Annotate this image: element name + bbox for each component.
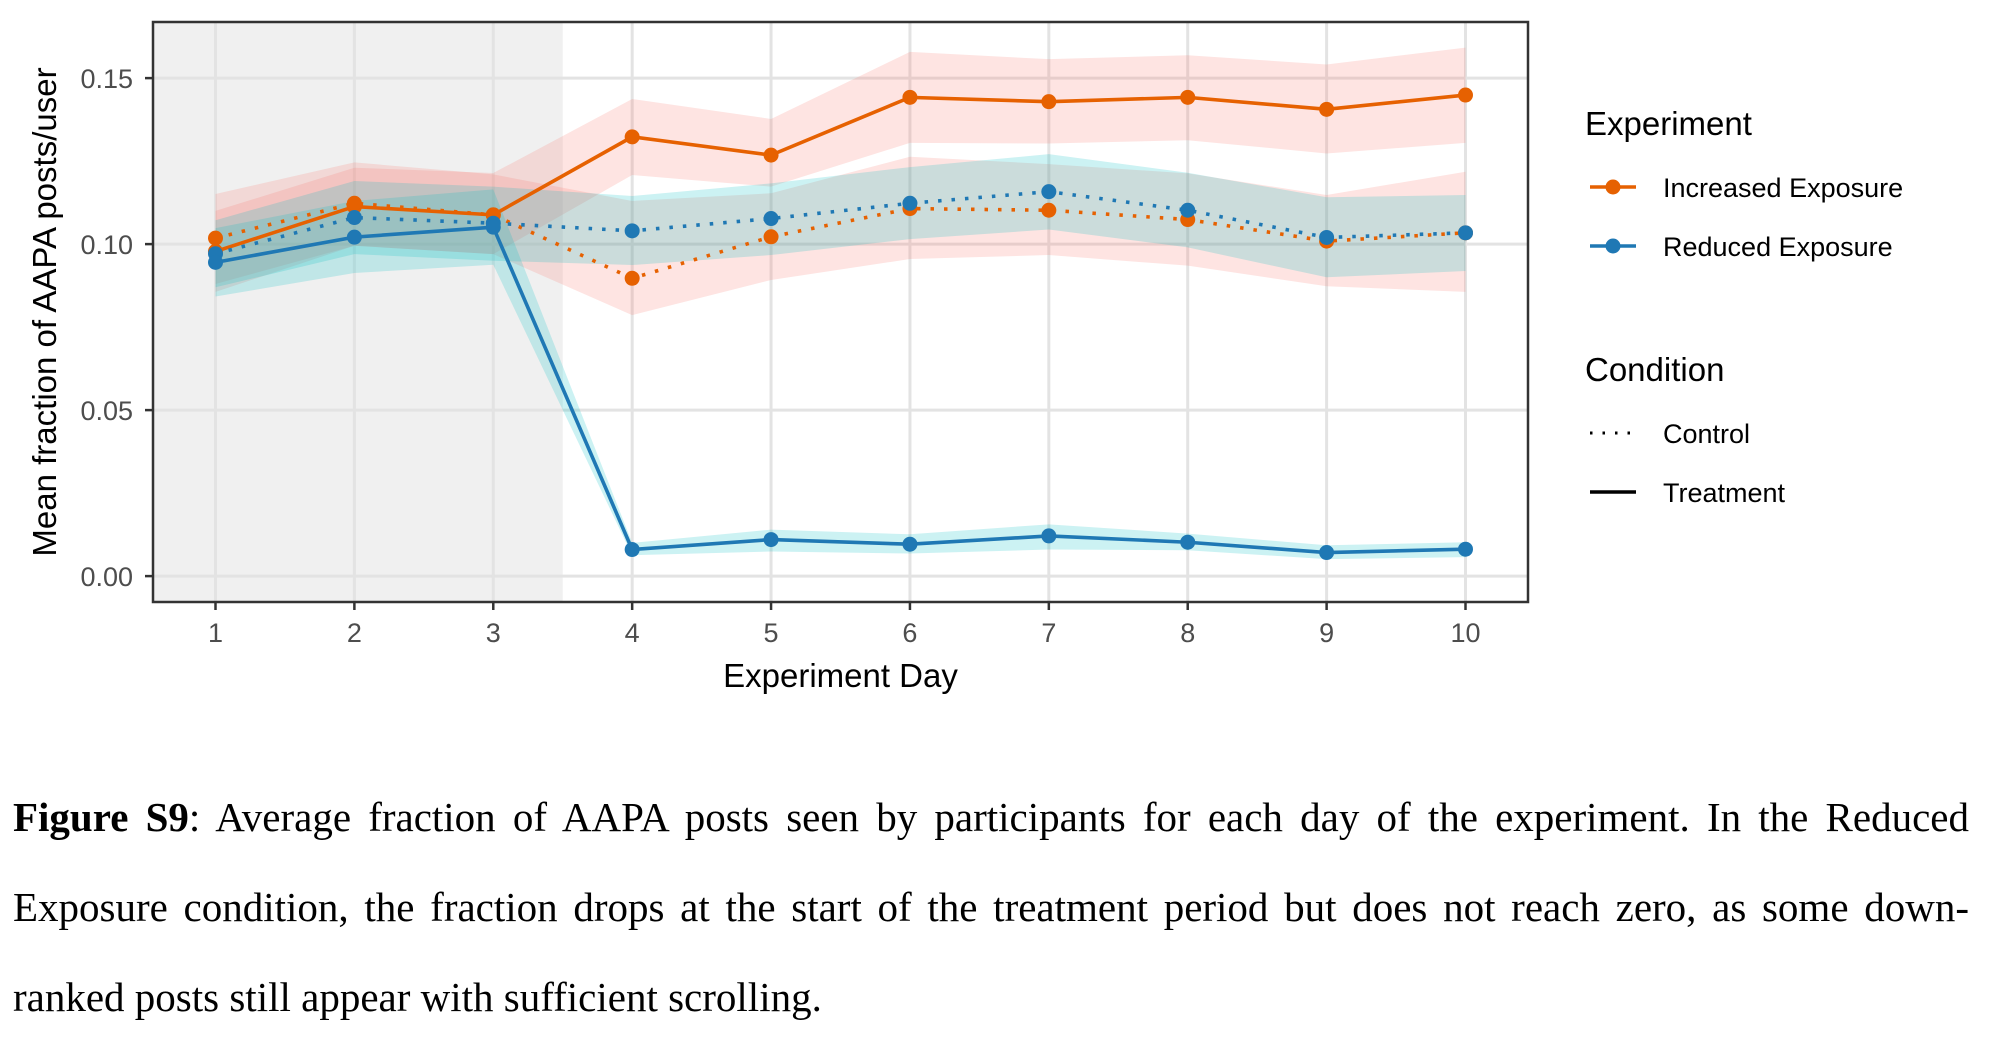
series-lines [214,93,1466,555]
line-increased-exposure-control [215,201,1466,281]
series-points [208,87,1473,561]
data-point [624,129,640,145]
legend-item: Control [1590,419,1750,449]
data-point [1180,534,1196,550]
data-point [902,536,918,552]
caption-text: : Average fraction of AAPA posts seen by… [13,794,1969,1020]
data-point [485,219,501,235]
ribbon-reduced-exposure-control [215,154,1466,288]
x-tick-label: 8 [1180,618,1195,648]
data-point [902,195,918,211]
legend-label: Increased Exposure [1663,173,1903,203]
data-point [763,532,779,548]
data-point [1180,89,1196,105]
legend-key-point [1605,238,1621,254]
x-tick-label: 3 [486,618,501,648]
x-tick-label: 6 [902,618,917,648]
legend-label: Reduced Exposure [1663,232,1893,262]
x-tick-label: 1 [208,618,223,648]
y-tick-label: 0.00 [80,562,133,592]
data-point [346,210,362,226]
data-point [1041,202,1057,218]
data-point [1458,541,1473,557]
data-point [763,211,779,227]
ribbon-reduced-exposure-treatment [215,189,1466,560]
panel-border [151,20,1530,604]
data-point [1458,225,1473,241]
data-point [1180,202,1196,218]
line-increased-exposure-treatment [214,93,1466,254]
legend-title: Experiment [1585,105,1752,142]
chart: 0.00 0.05 0.10 0.15 1 2 3 4 5 6 7 8 9 10 Experiment D… [26,20,1903,694]
legend-key-point [1605,179,1621,195]
y-tick-label: 0.05 [80,396,133,426]
line-reduced-exposure-treatment [215,225,1466,555]
data-point [346,229,362,245]
data-point [1458,87,1473,103]
legend-label: Control [1663,419,1750,449]
legend-item: Treatment [1590,478,1786,508]
data-point [763,229,779,245]
data-point [1041,94,1057,110]
x-tick-label: 9 [1319,618,1334,648]
x-axis-title: Experiment Day [723,657,958,694]
legend-item: Reduced Exposure [1590,232,1893,262]
data-point [346,195,362,211]
data-point [624,223,640,239]
figure-caption: Figure S9: Average fraction of AAPA post… [13,772,1969,1042]
data-point [1319,101,1335,117]
x-tick-label: 4 [625,618,640,648]
legend-item: Increased Exposure [1590,173,1903,203]
caption-label: Figure S9 [13,794,189,840]
data-point [624,270,640,286]
y-tick-label: 0.10 [80,230,133,260]
data-point [624,542,640,558]
data-point [1041,528,1057,544]
x-tick-label: 2 [347,618,362,648]
data-point [1319,545,1335,561]
x-tick-label: 10 [1450,618,1480,648]
data-point [208,230,223,246]
x-tick-label: 7 [1041,618,1056,648]
legend-title: Condition [1585,351,1724,388]
x-tick-label: 5 [764,618,779,648]
data-point [208,254,223,270]
legend: Experiment Increased Exposure Reduced Expo… [1585,105,1903,508]
legend-label: Treatment [1663,478,1786,508]
data-point [902,89,918,105]
gridlines [153,22,1528,602]
data-point [1041,184,1057,200]
data-point [763,147,779,163]
axes: 0.00 0.05 0.10 0.15 1 2 3 4 5 6 7 8 9 10 [80,20,1530,648]
ribbon-increased-exposure-treatment [215,47,1466,292]
y-tick-label: 0.15 [80,64,133,94]
y-axis-title: Mean fraction of AAPA posts/user [26,67,63,556]
data-point [1319,229,1335,245]
